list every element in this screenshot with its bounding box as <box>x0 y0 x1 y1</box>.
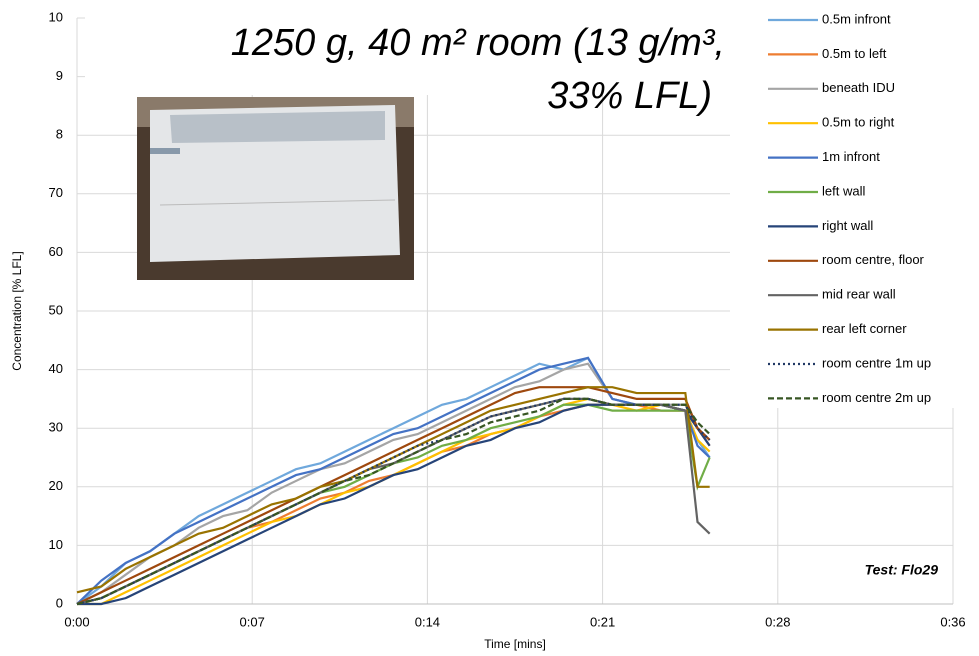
legend-label: 1m infront <box>822 149 880 164</box>
x-tick-label: 0:28 <box>765 614 790 629</box>
series-line <box>76 356 711 605</box>
legend-label: 0.5m to right <box>822 115 895 130</box>
legend-label: room centre, floor <box>822 252 925 267</box>
chart-title: 33% LFL) <box>547 75 712 117</box>
legend-label: mid rear wall <box>822 287 896 302</box>
x-tick-label: 0:36 <box>940 614 965 629</box>
photo <box>137 97 414 280</box>
y-axis-label: Concentration [% LFL] <box>10 251 24 370</box>
x-tick-label: 0:07 <box>240 614 265 629</box>
y-tick-label: 60 <box>49 244 63 259</box>
legend-label: room centre 2m up <box>822 390 931 405</box>
series-line <box>76 397 711 606</box>
series-line <box>76 356 711 605</box>
legend-label: rear left corner <box>822 321 907 336</box>
series <box>76 356 711 606</box>
legend-label: 0.5m infront <box>822 11 891 26</box>
legend-label: left wall <box>822 183 865 198</box>
y-tick-label: 20 <box>49 478 63 493</box>
title-background <box>85 0 730 95</box>
y-tick-label: 40 <box>49 361 63 376</box>
y-tick-label: 30 <box>49 420 63 435</box>
legend: 0.5m infront 0.5m to left beneath IDU 0.5m … <box>768 11 931 405</box>
y-tick-label: 0 <box>56 595 63 610</box>
series-line <box>76 397 711 606</box>
y-tick-label: 8 <box>56 127 63 142</box>
y-tick-label: 10 <box>49 9 63 24</box>
series-line <box>77 397 711 606</box>
y-tick-label: 9 <box>56 68 63 83</box>
x-axis-label: Time [mins] <box>484 637 546 651</box>
series-line <box>76 386 711 605</box>
legend-label: room centre 1m up <box>822 355 931 370</box>
x-tick-label: 0:00 <box>64 614 89 629</box>
series-line <box>76 386 710 594</box>
legend-label: right wall <box>822 218 873 233</box>
x-tick-label: 0:14 <box>415 614 440 629</box>
legend-label: beneath IDU <box>822 80 895 95</box>
chart-title: 1250 g, 40 m² room (13 g/m³, <box>231 22 725 64</box>
y-tick-label: 70 <box>49 185 63 200</box>
y-tick-label: 50 <box>49 302 63 317</box>
y-tick-label: 10 <box>49 537 63 552</box>
x-tick-label: 0:21 <box>590 614 615 629</box>
legend-background <box>730 0 979 408</box>
series-line <box>76 397 711 606</box>
annotation: Test: Flo29 <box>865 562 939 578</box>
legend-label: 0.5m to left <box>822 46 887 61</box>
